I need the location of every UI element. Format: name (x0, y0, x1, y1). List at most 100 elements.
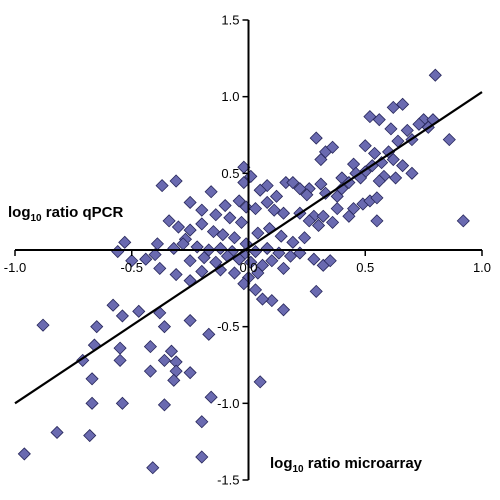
data-point (195, 217, 209, 231)
data-point (183, 223, 197, 237)
data-point (318, 186, 333, 200)
data-point (316, 209, 330, 223)
y-tick-label: -0.5 (217, 319, 239, 334)
data-point (139, 252, 153, 266)
data-point (202, 327, 216, 341)
data-point (150, 237, 165, 251)
data-point (325, 215, 340, 229)
data-point (183, 313, 197, 328)
data-point (118, 235, 132, 249)
data-point (169, 267, 183, 282)
data-point (251, 266, 265, 280)
data-point (456, 214, 470, 228)
data-point (216, 228, 230, 242)
x-tick-label: 0.0 (239, 260, 257, 275)
data-point (265, 294, 279, 308)
data-point (347, 157, 361, 171)
data-point (227, 231, 242, 245)
data-point (342, 209, 356, 223)
data-point (309, 131, 323, 145)
data-point (111, 244, 125, 259)
y-tick-label: -1.5 (217, 473, 239, 488)
data-point (204, 185, 218, 199)
data-point (442, 133, 456, 147)
y-tick-label: 0.5 (221, 166, 239, 181)
data-point (132, 304, 146, 318)
data-point (300, 188, 314, 202)
data-point (36, 318, 50, 332)
x-tick-label: 0.5 (356, 260, 374, 275)
data-point (171, 220, 186, 234)
data-point (428, 68, 442, 82)
data-point (248, 202, 263, 216)
y-tick-label: 1.0 (221, 89, 239, 104)
data-point (146, 461, 160, 475)
axis-ticks: -1.0 -0.5 0.0 0.5 1.0 1.5 1.0 0.5 -0.5 -1.0 -1.5 (4, 13, 491, 488)
data-point (314, 177, 328, 191)
data-point (286, 175, 300, 190)
data-point (50, 425, 64, 440)
data-point (167, 241, 181, 256)
x-tick-label: -0.5 (121, 260, 143, 275)
data-point (386, 100, 400, 114)
data-point (204, 390, 218, 404)
data-point (115, 396, 129, 410)
data-point (115, 309, 129, 323)
x-tick-label: -1.0 (4, 260, 26, 275)
data-point (227, 266, 242, 280)
data-point (248, 244, 263, 259)
y-axis-label-text: ratio qPCR (42, 204, 124, 221)
data-point (405, 166, 419, 180)
x-axis-label-text: ratio microarray (304, 455, 423, 472)
data-point (372, 113, 386, 127)
data-point (183, 366, 197, 380)
data-point (260, 195, 274, 210)
data-point (396, 159, 410, 173)
data-point (195, 264, 209, 279)
data-point (232, 194, 246, 208)
y-axis-label-prefix: log (8, 204, 31, 221)
data-point (265, 254, 279, 268)
data-point (213, 241, 228, 256)
data-point (83, 428, 97, 443)
data-point (309, 284, 323, 298)
data-point (85, 396, 99, 410)
data-point (223, 211, 237, 225)
data-point (260, 241, 274, 256)
data-point (358, 139, 372, 153)
x-tick-label: 1.0 (473, 260, 491, 275)
y-axis-label: log10 ratio qPCR (8, 204, 123, 224)
data-point (314, 152, 328, 167)
data-point (167, 373, 181, 387)
data-point (248, 283, 263, 297)
data-point (269, 189, 284, 203)
data-point (276, 206, 291, 220)
y-tick-label: -1.0 (217, 396, 239, 411)
data-point (143, 340, 157, 354)
x-axis-label-subscript: 10 (293, 464, 305, 475)
data-point (209, 208, 223, 222)
data-point (169, 174, 183, 188)
data-point (253, 375, 267, 389)
data-point (113, 353, 127, 367)
data-point (297, 231, 312, 245)
data-point (148, 248, 162, 262)
data-point (370, 214, 384, 228)
data-point (389, 171, 403, 185)
data-point (195, 415, 209, 429)
data-point (234, 215, 249, 229)
data-point (162, 214, 176, 228)
data-point (197, 251, 211, 265)
data-point (276, 303, 291, 317)
data-point (157, 353, 172, 367)
data-point (17, 447, 31, 461)
data-point (195, 450, 209, 464)
data-point (183, 254, 197, 268)
data-point (325, 140, 340, 154)
data-point (286, 235, 300, 249)
data-point (372, 174, 386, 188)
data-point (85, 372, 99, 386)
data-point (106, 298, 120, 312)
data-point (253, 183, 267, 197)
